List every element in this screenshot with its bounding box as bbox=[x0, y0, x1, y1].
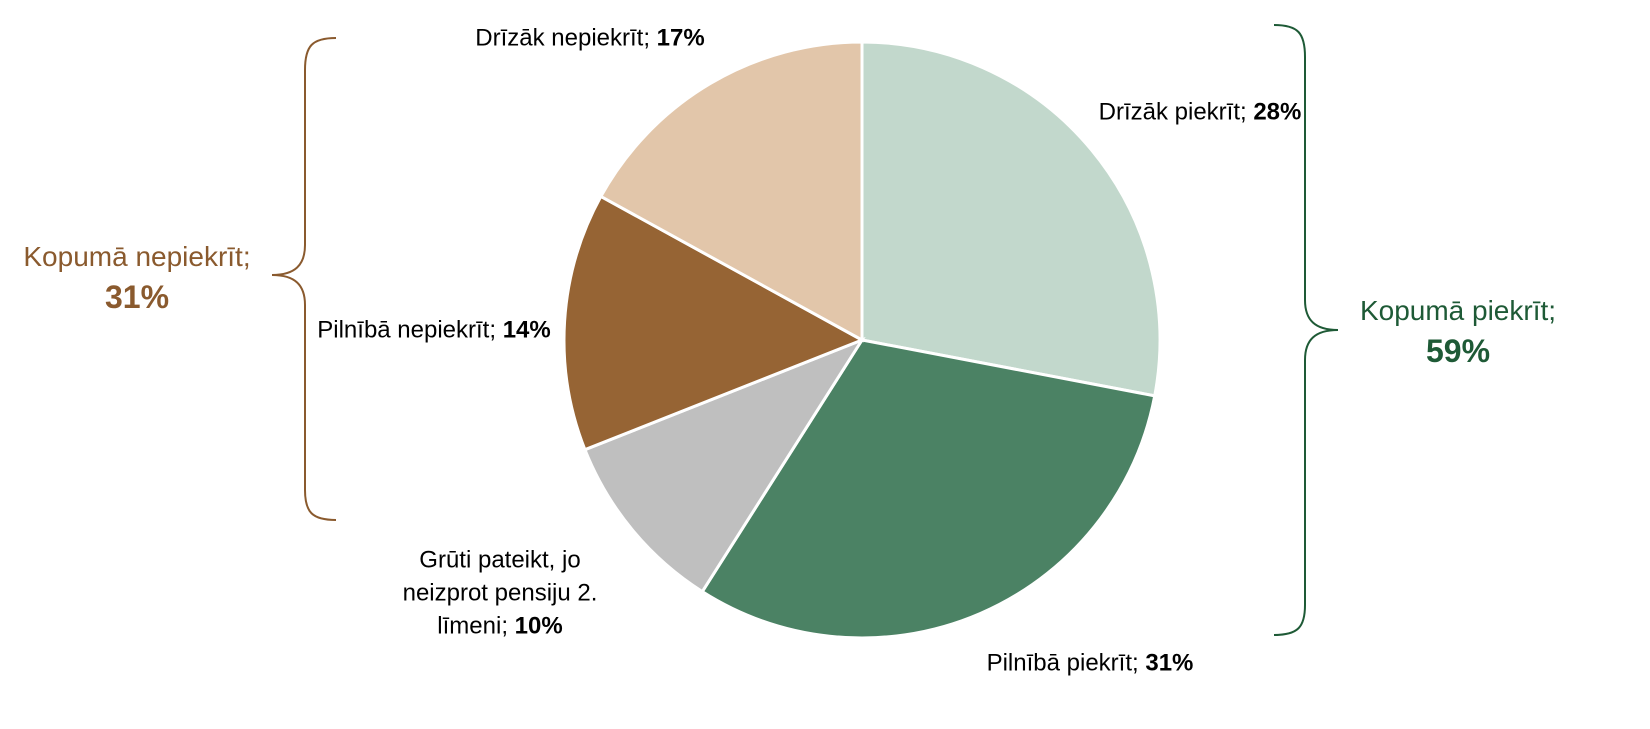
slice-label: Grūti pateikt, jo neizprot pensiju 2. lī… bbox=[375, 544, 625, 643]
value-label: 31% bbox=[1145, 649, 1194, 677]
pie-slice bbox=[598, 40, 864, 343]
category-label: Pilnībā piekrīt; bbox=[986, 649, 1139, 677]
annotation-value: 31% bbox=[104, 279, 170, 315]
slice-label: Pilnībā nepiekrīt; 14% bbox=[304, 314, 564, 347]
annotation-text: Kopumā nepiekrīt; bbox=[23, 241, 251, 272]
value-label: 14% bbox=[502, 316, 551, 344]
category-label: Drīzāk nepiekrīt; bbox=[475, 24, 650, 52]
slice-label: Pilnībā piekrīt; 31% bbox=[970, 647, 1210, 680]
bracket-left bbox=[271, 37, 337, 521]
annotation-text: Kopumā piekrīt; bbox=[1359, 295, 1557, 326]
value-label: 10% bbox=[514, 612, 563, 640]
category-label: Grūti pateikt, jo neizprot pensiju 2. lī… bbox=[402, 546, 598, 640]
group-annotation: Kopumā nepiekrīt; 31% bbox=[23, 237, 250, 319]
slice-label: Drīzāk nepiekrīt; 17% bbox=[460, 22, 720, 55]
category-label: Pilnībā nepiekrīt; bbox=[317, 316, 497, 344]
annotation-value: 59% bbox=[1425, 333, 1491, 369]
value-label: 28% bbox=[1253, 98, 1302, 126]
pie-slice bbox=[582, 336, 866, 594]
pie-slice bbox=[562, 194, 866, 452]
bracket-right bbox=[1273, 24, 1339, 636]
group-annotation: Kopumā piekrīt; 59% bbox=[1360, 291, 1556, 373]
slice-label: Drīzāk piekrīt; 28% bbox=[1080, 96, 1320, 129]
pie-slice bbox=[860, 40, 1162, 398]
category-label: Drīzāk piekrīt; bbox=[1098, 98, 1247, 126]
value-label: 17% bbox=[656, 24, 705, 52]
